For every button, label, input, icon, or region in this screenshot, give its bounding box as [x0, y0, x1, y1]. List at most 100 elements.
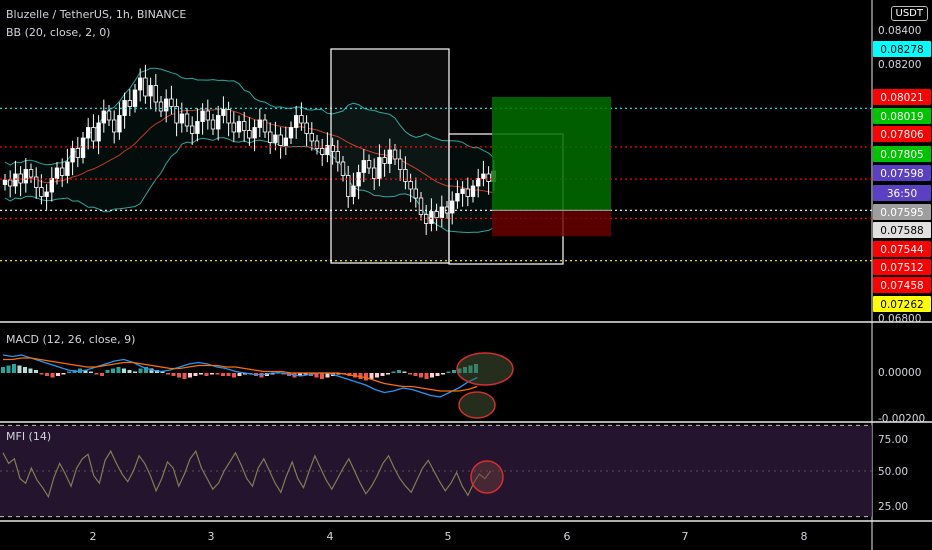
candle-body	[247, 130, 252, 139]
price-label-bg	[873, 296, 931, 312]
candle-body	[423, 214, 429, 224]
price-tick-label: 0.08200	[878, 59, 921, 71]
long-position-target-zone	[492, 97, 611, 211]
candle-body	[28, 169, 34, 178]
candle-body	[413, 188, 418, 199]
long-position-stop-zone	[492, 210, 611, 237]
macd-histogram-bar	[100, 373, 104, 376]
price-label-bg	[873, 146, 931, 162]
macd-histogram-bar	[12, 364, 16, 373]
candle-body	[96, 122, 101, 142]
candle-body	[163, 98, 169, 112]
candle-body	[210, 119, 216, 130]
candle-body	[465, 188, 470, 197]
candle-body	[340, 161, 346, 176]
candle-body	[241, 121, 247, 131]
candle-body	[366, 160, 372, 169]
time-tick-label: 6	[564, 530, 571, 543]
candle-body	[2, 179, 8, 185]
macd-histogram-bar	[116, 367, 121, 373]
candle-body	[106, 110, 112, 121]
candle-body	[403, 169, 408, 182]
macd-histogram-bar	[358, 373, 363, 379]
macd-histogram-bar	[215, 373, 220, 375]
drawn-rectangle-1	[330, 48, 450, 264]
candle-body	[335, 151, 340, 163]
macd-histogram-bar	[303, 373, 308, 375]
macd-histogram-bar	[364, 373, 368, 381]
macd-histogram-bar	[221, 373, 225, 376]
macd-histogram-bar	[111, 368, 115, 373]
price-tick-label: 0.06800	[878, 313, 921, 325]
candle-body	[215, 115, 221, 130]
macd-histogram-bar	[408, 373, 412, 375]
price-label-bg	[873, 126, 931, 142]
macd-histogram-bar	[17, 365, 22, 373]
candle-body	[470, 185, 476, 197]
price-label-bg	[873, 204, 931, 220]
macd-histogram-bar	[149, 368, 154, 373]
macd-histogram-bar	[276, 371, 280, 373]
candle-body	[101, 110, 106, 124]
candle-body	[226, 109, 231, 124]
candle-body	[371, 167, 377, 179]
candle-body	[143, 77, 148, 97]
macd-histogram-bar	[298, 373, 302, 376]
macd-histogram-bar	[430, 373, 434, 378]
candle-body	[408, 181, 413, 190]
macd-histogram-bar	[199, 373, 203, 375]
candle-body	[189, 125, 195, 134]
bb-legend[interactable]: BB (20, close, 2, 0)	[6, 26, 111, 39]
candle-body	[23, 169, 28, 184]
macd-line	[2, 354, 478, 398]
macd-histogram-bar	[6, 365, 11, 373]
price-label-bg	[873, 165, 931, 181]
symbol-title[interactable]: Bluzelle / TetherUS, 1h, BINANCE	[6, 8, 187, 21]
currency-badge[interactable]: USDT	[890, 6, 928, 21]
macd-histogram-bar	[177, 373, 181, 378]
mfi-band	[0, 425, 872, 517]
macd-histogram-bar	[210, 373, 214, 375]
candle-body	[184, 113, 190, 127]
candle-body	[132, 89, 138, 107]
macd-histogram-bar	[83, 370, 88, 373]
bb-fill	[5, 68, 494, 233]
candle-body	[54, 167, 60, 179]
candle-body	[252, 127, 257, 139]
candle-body	[80, 137, 86, 158]
macd-histogram-bar	[446, 371, 451, 373]
candle-body	[86, 127, 91, 139]
candle-body	[319, 148, 325, 155]
macd-histogram-bar	[28, 368, 33, 373]
candle-body	[325, 145, 330, 155]
price-label: 0.07588	[880, 225, 923, 237]
price-label: 0.07512	[880, 262, 923, 274]
macd-histogram-bar	[61, 373, 66, 375]
candle-body	[231, 122, 236, 133]
price-label: 0.07262	[880, 299, 923, 311]
candle-body	[262, 119, 268, 133]
macd-histogram-bar	[45, 373, 49, 376]
price-label-bg	[873, 241, 931, 257]
candle-body	[288, 127, 294, 139]
macd-legend[interactable]: MACD (12, 26, close, 9)	[6, 333, 136, 346]
mfi-legend[interactable]: MFI (14)	[6, 430, 52, 443]
time-tick-label: 8	[801, 530, 808, 543]
macd-histogram-bar	[171, 373, 176, 376]
time-tick-label: 5	[445, 530, 452, 543]
candle-body	[278, 134, 283, 146]
macd-histogram-bar	[320, 373, 324, 379]
price-label: 36:50	[887, 188, 917, 200]
price-label-bg	[873, 41, 931, 57]
macd-histogram-bar	[89, 371, 93, 373]
macd-histogram-bar	[243, 373, 247, 375]
macd-histogram-bar	[127, 370, 132, 373]
candle-body	[91, 127, 96, 142]
macd-histogram-bar	[413, 373, 418, 376]
time-tick-label: 7	[682, 530, 689, 543]
macd-histogram-bar	[144, 367, 148, 373]
macd-histogram-bar	[122, 368, 126, 373]
macd-histogram-bar	[232, 373, 236, 378]
candle-body	[449, 200, 455, 214]
